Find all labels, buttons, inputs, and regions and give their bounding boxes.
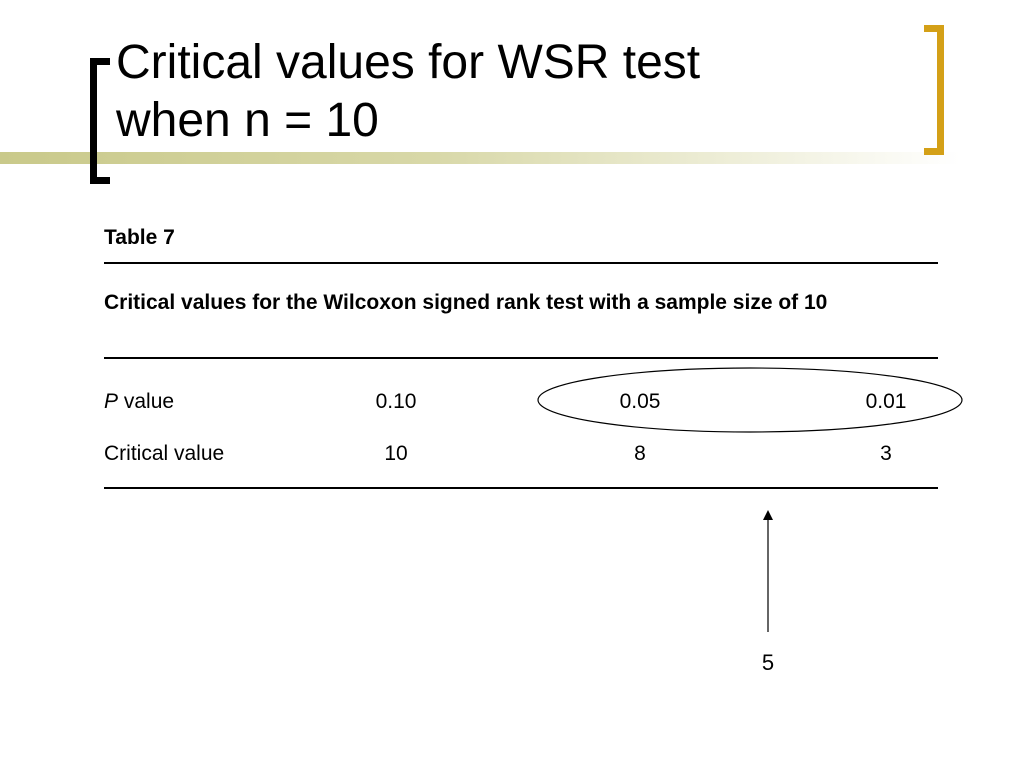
left-bracket-decoration — [90, 58, 110, 184]
row-label-p-value: P value — [104, 390, 174, 414]
table-top-rule — [104, 262, 938, 264]
critical-value-cell: 3 — [880, 442, 892, 465]
row-label-critical-value: Critical value — [104, 442, 224, 466]
up-arrow — [763, 510, 773, 632]
table-bottom-rule — [104, 487, 938, 489]
p-value-cell: 0.05 — [619, 390, 661, 413]
p-value-cell: 0.01 — [865, 390, 907, 413]
critical-value-cell: 10 — [384, 442, 408, 465]
slide-title-line-2: when n = 10 — [116, 94, 379, 147]
slide-title: Critical values for WSR test when n = 10 — [116, 34, 916, 150]
critical-value-cell: 8 — [634, 442, 646, 465]
table-caption: Critical values for the Wilcoxon signed … — [104, 291, 828, 314]
slide-title-line-1: Critical values for WSR test — [116, 36, 701, 89]
right-bracket-decoration — [924, 25, 944, 155]
row-label-p-rest: value — [118, 390, 175, 413]
p-value-cell: 0.10 — [375, 390, 417, 413]
title-underline-band — [0, 152, 960, 164]
row-label-critical-rest: Critical value — [104, 442, 225, 465]
highlight-ellipse — [537, 367, 963, 433]
table-header-rule — [104, 357, 938, 359]
table-label: Table 7 — [104, 226, 175, 249]
annotation-note: 5 — [761, 650, 775, 675]
row-label-p-italic: P — [104, 390, 119, 413]
